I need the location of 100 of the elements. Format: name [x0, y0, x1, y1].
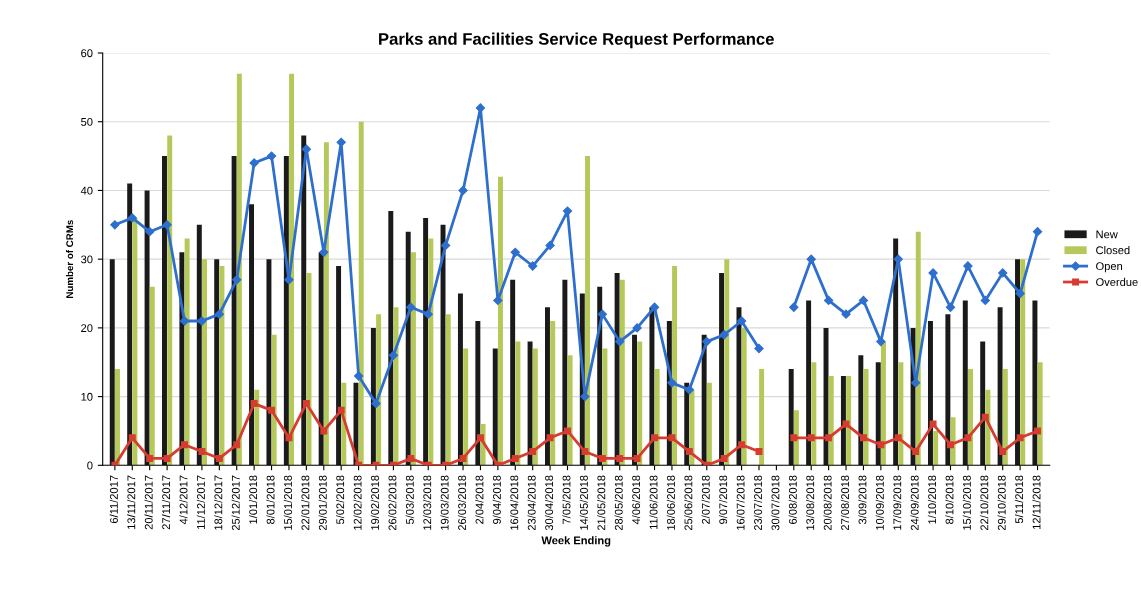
point [1032, 227, 1043, 237]
point [1034, 427, 1042, 435]
bar [602, 348, 608, 466]
bar [405, 231, 411, 466]
point [459, 454, 467, 462]
y-tick-label: 0 [87, 461, 93, 470]
x-tick-label: 18/06/2018 [666, 475, 675, 530]
point [945, 302, 956, 312]
bar [475, 321, 481, 466]
x-tick-label: 2/07/2018 [701, 475, 710, 524]
point [198, 448, 206, 456]
point [407, 454, 415, 462]
bar [614, 272, 620, 466]
point [858, 295, 869, 306]
point [720, 454, 728, 462]
point [528, 261, 538, 271]
y-tick-label: 60 [81, 49, 93, 58]
point [667, 378, 677, 388]
bar [149, 286, 155, 466]
x-tick-label: 11/06/2018 [649, 475, 658, 529]
x-tick-label: 12/11/2018 [1032, 475, 1041, 529]
x-tick-label: 20/11/2017 [144, 475, 153, 530]
bar [510, 279, 516, 466]
bar [492, 348, 498, 466]
x-tick-label: 5/03/2018 [405, 475, 414, 525]
x-tick-label: 27/08/2018 [840, 475, 850, 531]
x-tick-label: 4/06/2018 [631, 475, 641, 525]
bar [562, 279, 568, 466]
point [928, 268, 938, 278]
bar [236, 73, 242, 466]
bar [858, 355, 864, 466]
point [755, 448, 763, 456]
x-tick-label: 9/04/2018 [492, 475, 501, 524]
bar [945, 314, 951, 466]
point [181, 441, 188, 449]
bar [898, 362, 904, 466]
point [562, 206, 573, 216]
x-tick-label: 27/11/2017 [161, 475, 171, 530]
bar [840, 375, 846, 466]
bar [162, 156, 167, 466]
legend-label: Closed [1096, 246, 1130, 255]
point [912, 448, 920, 456]
x-tick-label: 10/09/2018 [875, 475, 884, 530]
point [284, 275, 294, 285]
point [719, 330, 729, 340]
point [266, 151, 277, 161]
x-tick-label: 6/11/2017 [109, 475, 118, 524]
x-tick-label: 14/05/2018 [579, 475, 588, 530]
x-tick-label: 25/12/2017 [231, 475, 240, 531]
bar [793, 410, 799, 466]
point [441, 240, 451, 251]
bar [196, 224, 202, 466]
bar [619, 279, 625, 466]
bar [1020, 259, 1026, 466]
x-axis-title: Week Ending [541, 536, 611, 547]
bar [585, 156, 590, 466]
point [598, 454, 606, 462]
point [824, 295, 834, 306]
point [894, 434, 902, 442]
bar [1037, 362, 1043, 466]
x-tick-label: 23/07/2018 [753, 475, 762, 531]
bar [249, 204, 255, 466]
x-tick-label: 30/07/2018 [771, 475, 780, 531]
x-tick-label: 5/02/2018 [336, 475, 345, 525]
bar [428, 238, 434, 466]
bar [289, 73, 295, 466]
point [911, 378, 921, 388]
bar [202, 259, 208, 466]
bar [545, 307, 550, 466]
bar [811, 362, 817, 466]
point [128, 434, 136, 442]
point [353, 371, 364, 381]
bar [997, 307, 1003, 466]
point [981, 413, 989, 421]
bar [271, 334, 277, 466]
bar [828, 375, 834, 466]
point [615, 336, 625, 347]
point [842, 420, 850, 428]
bar [336, 266, 342, 466]
bar [323, 142, 329, 466]
bar [632, 334, 637, 466]
x-tick-label: 11/12/2017 [196, 475, 205, 529]
x-tick-label: 16/07/2018 [736, 475, 745, 530]
point [632, 323, 642, 333]
point [649, 302, 660, 312]
point [877, 441, 885, 449]
bar [214, 259, 220, 466]
point [285, 434, 293, 442]
bar [875, 362, 881, 466]
point [616, 454, 624, 462]
x-tick-label: 22/01/2018 [301, 475, 310, 531]
bar [649, 307, 655, 466]
y-tick-label: 30 [81, 255, 93, 264]
point [232, 275, 242, 285]
bar [463, 348, 469, 466]
point [458, 185, 468, 196]
x-tick-label: 9/07/2018 [719, 475, 728, 524]
x-tick-label: 15/01/2018 [283, 475, 292, 530]
bar [980, 341, 986, 466]
bar [515, 341, 521, 466]
